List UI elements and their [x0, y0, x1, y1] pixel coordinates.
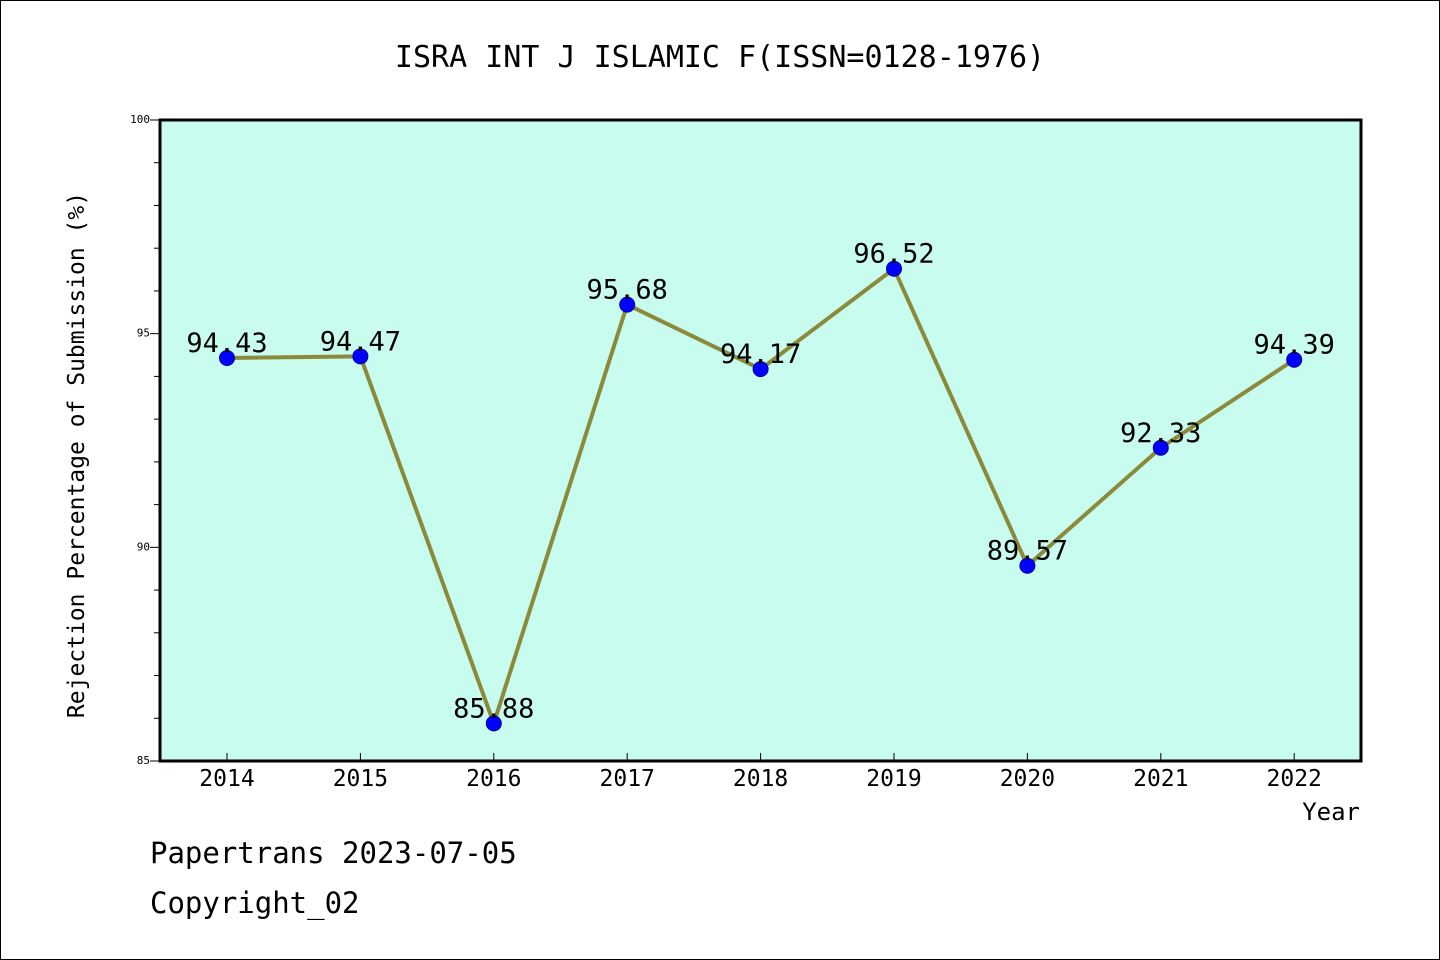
data-point	[1152, 439, 1169, 456]
x-tick-label: 2017	[600, 766, 655, 792]
data-label: 95.68	[587, 275, 668, 306]
data-label: 94.17	[720, 339, 801, 370]
x-tick-label: 2019	[866, 766, 921, 792]
y-minor-ticks	[154, 162, 160, 719]
y-tick-label: 85	[137, 754, 150, 767]
chart-title: ISRA INT J ISLAMIC F(ISSN=0128-1976)	[395, 40, 1045, 75]
data-point	[619, 296, 636, 313]
data-label: 85.88	[453, 693, 534, 724]
footer-date: Papertrans 2023-07-05	[150, 836, 517, 870]
data-point	[1019, 557, 1036, 574]
data-label: 94.39	[1254, 330, 1335, 361]
data-point	[485, 715, 502, 732]
y-tick-label: 95	[137, 327, 150, 340]
data-label: 92.33	[1120, 418, 1201, 449]
x-tick-label: 2020	[1000, 766, 1055, 792]
data-point	[752, 361, 769, 378]
x-tick-label: 2021	[1133, 766, 1188, 792]
data-label: 94.47	[320, 326, 401, 357]
x-tick-label: 2022	[1267, 766, 1322, 792]
x-tick-label: 2018	[733, 766, 788, 792]
x-tick-label: 2016	[466, 766, 521, 792]
data-point	[1286, 351, 1303, 368]
data-labels: 94.43 94.47 85.88 95.68 94.17 96.52 89.57 92.33…	[186, 239, 1334, 725]
y-tick-label: 100	[130, 113, 150, 126]
data-label: 96.52	[853, 239, 934, 270]
y-axis-label: Rejection Percentage of Submission (%)	[64, 192, 90, 718]
data-point	[219, 350, 235, 367]
x-axis-ticks: 2014 2015 2016 2017 2018 2019 2020 2021 2022	[199, 753, 1322, 792]
data-point	[352, 348, 369, 365]
y-axis-ticks: 85 90 95 100	[130, 113, 160, 767]
footer-copyright: Copyright_02	[150, 886, 360, 920]
data-point	[886, 260, 902, 277]
x-tick-label: 2015	[333, 766, 388, 792]
x-tick-label: 2014	[199, 766, 254, 792]
data-label: 89.57	[987, 536, 1068, 567]
x-axis-label: Year	[1302, 798, 1360, 826]
data-label: 94.43	[186, 328, 267, 359]
y-tick-label: 90	[137, 540, 150, 553]
series-markers	[219, 260, 1303, 732]
